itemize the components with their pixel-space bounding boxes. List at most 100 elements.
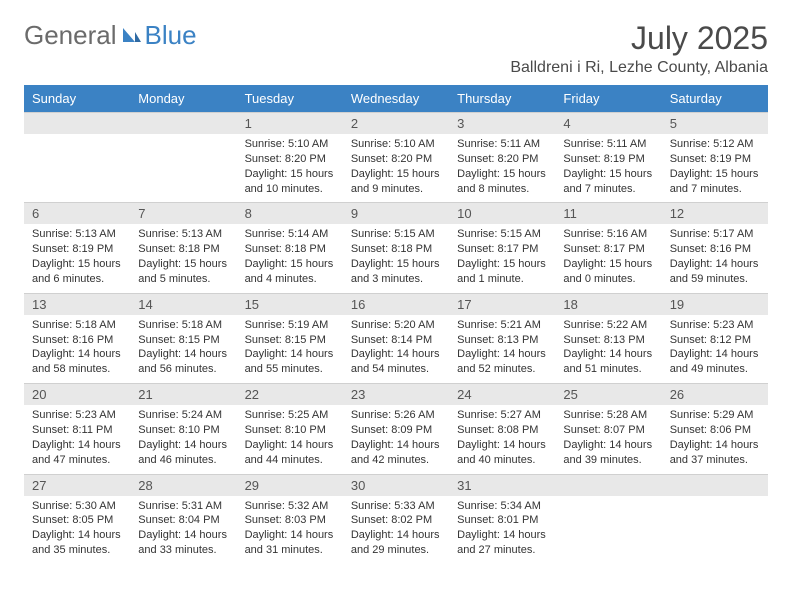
sunrise-line: Sunrise: 5:10 AM <box>245 137 335 152</box>
logo-text-blue: Blue <box>145 20 197 51</box>
day-header: Monday <box>130 85 236 112</box>
calendar-head: SundayMondayTuesdayWednesdayThursdayFrid… <box>24 85 768 112</box>
empty-day-cell <box>24 112 130 202</box>
day-number: 19 <box>662 293 768 315</box>
brand-logo: General Blue <box>24 20 197 51</box>
day-cell: 26Sunrise: 5:29 AMSunset: 8:06 PMDayligh… <box>662 383 768 473</box>
day-content: Sunrise: 5:18 AMSunset: 8:16 PMDaylight:… <box>24 315 130 383</box>
day-content-empty <box>662 496 768 546</box>
sunset-line: Sunset: 8:17 PM <box>563 242 653 257</box>
sunrise-line: Sunrise: 5:17 AM <box>670 227 760 242</box>
day-cell: 5Sunrise: 5:12 AMSunset: 8:19 PMDaylight… <box>662 112 768 202</box>
day-cell: 11Sunrise: 5:16 AMSunset: 8:17 PMDayligh… <box>555 202 661 292</box>
day-number: 3 <box>449 112 555 134</box>
daylight-line: Daylight: 14 hours and 59 minutes. <box>670 257 760 287</box>
sunrise-line: Sunrise: 5:31 AM <box>138 499 228 514</box>
day-content: Sunrise: 5:33 AMSunset: 8:02 PMDaylight:… <box>343 496 449 564</box>
day-number: 12 <box>662 202 768 224</box>
day-cell: 7Sunrise: 5:13 AMSunset: 8:18 PMDaylight… <box>130 202 236 292</box>
sunrise-line: Sunrise: 5:33 AM <box>351 499 441 514</box>
sunset-line: Sunset: 8:16 PM <box>32 333 122 348</box>
day-content: Sunrise: 5:10 AMSunset: 8:20 PMDaylight:… <box>237 134 343 202</box>
daylight-line: Daylight: 14 hours and 47 minutes. <box>32 438 122 468</box>
day-content: Sunrise: 5:19 AMSunset: 8:15 PMDaylight:… <box>237 315 343 383</box>
sunrise-line: Sunrise: 5:16 AM <box>563 227 653 242</box>
sunset-line: Sunset: 8:01 PM <box>457 513 547 528</box>
sunset-line: Sunset: 8:15 PM <box>138 333 228 348</box>
day-header: Saturday <box>662 85 768 112</box>
day-number: 30 <box>343 474 449 496</box>
sunset-line: Sunset: 8:04 PM <box>138 513 228 528</box>
day-content: Sunrise: 5:18 AMSunset: 8:15 PMDaylight:… <box>130 315 236 383</box>
sunset-line: Sunset: 8:18 PM <box>138 242 228 257</box>
calendar-table: SundayMondayTuesdayWednesdayThursdayFrid… <box>24 85 768 564</box>
day-content: Sunrise: 5:28 AMSunset: 8:07 PMDaylight:… <box>555 405 661 473</box>
day-content: Sunrise: 5:32 AMSunset: 8:03 PMDaylight:… <box>237 496 343 564</box>
sunrise-line: Sunrise: 5:11 AM <box>457 137 547 152</box>
day-content: Sunrise: 5:12 AMSunset: 8:19 PMDaylight:… <box>662 134 768 202</box>
day-cell: 17Sunrise: 5:21 AMSunset: 8:13 PMDayligh… <box>449 293 555 383</box>
sunset-line: Sunset: 8:16 PM <box>670 242 760 257</box>
day-cell: 15Sunrise: 5:19 AMSunset: 8:15 PMDayligh… <box>237 293 343 383</box>
sunrise-line: Sunrise: 5:18 AM <box>138 318 228 333</box>
sunset-line: Sunset: 8:09 PM <box>351 423 441 438</box>
day-number: 14 <box>130 293 236 315</box>
day-content: Sunrise: 5:14 AMSunset: 8:18 PMDaylight:… <box>237 224 343 292</box>
sunset-line: Sunset: 8:07 PM <box>563 423 653 438</box>
sunrise-line: Sunrise: 5:32 AM <box>245 499 335 514</box>
daylight-line: Daylight: 14 hours and 33 minutes. <box>138 528 228 558</box>
daylight-line: Daylight: 14 hours and 40 minutes. <box>457 438 547 468</box>
empty-day-cell <box>130 112 236 202</box>
day-number: 26 <box>662 383 768 405</box>
day-header: Friday <box>555 85 661 112</box>
daylight-line: Daylight: 15 hours and 4 minutes. <box>245 257 335 287</box>
day-number: 28 <box>130 474 236 496</box>
day-number: 13 <box>24 293 130 315</box>
day-content-empty <box>24 134 130 184</box>
day-content: Sunrise: 5:24 AMSunset: 8:10 PMDaylight:… <box>130 405 236 473</box>
day-content: Sunrise: 5:26 AMSunset: 8:09 PMDaylight:… <box>343 405 449 473</box>
daylight-line: Daylight: 15 hours and 9 minutes. <box>351 167 441 197</box>
day-number: 10 <box>449 202 555 224</box>
day-number: 23 <box>343 383 449 405</box>
sunset-line: Sunset: 8:19 PM <box>670 152 760 167</box>
sunset-line: Sunset: 8:08 PM <box>457 423 547 438</box>
day-cell: 10Sunrise: 5:15 AMSunset: 8:17 PMDayligh… <box>449 202 555 292</box>
sunset-line: Sunset: 8:03 PM <box>245 513 335 528</box>
daynum-empty <box>662 474 768 496</box>
sunset-line: Sunset: 8:19 PM <box>32 242 122 257</box>
sunset-line: Sunset: 8:17 PM <box>457 242 547 257</box>
day-cell: 4Sunrise: 5:11 AMSunset: 8:19 PMDaylight… <box>555 112 661 202</box>
day-cell: 29Sunrise: 5:32 AMSunset: 8:03 PMDayligh… <box>237 474 343 564</box>
daylight-line: Daylight: 15 hours and 7 minutes. <box>670 167 760 197</box>
sunset-line: Sunset: 8:06 PM <box>670 423 760 438</box>
day-number: 7 <box>130 202 236 224</box>
sunrise-line: Sunrise: 5:20 AM <box>351 318 441 333</box>
sunset-line: Sunset: 8:13 PM <box>563 333 653 348</box>
day-number: 27 <box>24 474 130 496</box>
sunset-line: Sunset: 8:20 PM <box>351 152 441 167</box>
day-number: 29 <box>237 474 343 496</box>
day-content: Sunrise: 5:22 AMSunset: 8:13 PMDaylight:… <box>555 315 661 383</box>
calendar-week-row: 20Sunrise: 5:23 AMSunset: 8:11 PMDayligh… <box>24 383 768 473</box>
calendar-week-row: 1Sunrise: 5:10 AMSunset: 8:20 PMDaylight… <box>24 112 768 202</box>
sunset-line: Sunset: 8:11 PM <box>32 423 122 438</box>
day-number: 17 <box>449 293 555 315</box>
day-number: 8 <box>237 202 343 224</box>
sunset-line: Sunset: 8:20 PM <box>457 152 547 167</box>
logo-text-general: General <box>24 20 117 51</box>
day-cell: 9Sunrise: 5:15 AMSunset: 8:18 PMDaylight… <box>343 202 449 292</box>
day-content: Sunrise: 5:25 AMSunset: 8:10 PMDaylight:… <box>237 405 343 473</box>
day-cell: 14Sunrise: 5:18 AMSunset: 8:15 PMDayligh… <box>130 293 236 383</box>
sunrise-line: Sunrise: 5:18 AM <box>32 318 122 333</box>
sunset-line: Sunset: 8:15 PM <box>245 333 335 348</box>
daylight-line: Daylight: 14 hours and 54 minutes. <box>351 347 441 377</box>
day-cell: 6Sunrise: 5:13 AMSunset: 8:19 PMDaylight… <box>24 202 130 292</box>
day-number: 11 <box>555 202 661 224</box>
day-number: 2 <box>343 112 449 134</box>
day-content: Sunrise: 5:23 AMSunset: 8:11 PMDaylight:… <box>24 405 130 473</box>
day-number: 16 <box>343 293 449 315</box>
daylight-line: Daylight: 14 hours and 29 minutes. <box>351 528 441 558</box>
daylight-line: Daylight: 14 hours and 46 minutes. <box>138 438 228 468</box>
daylight-line: Daylight: 14 hours and 56 minutes. <box>138 347 228 377</box>
